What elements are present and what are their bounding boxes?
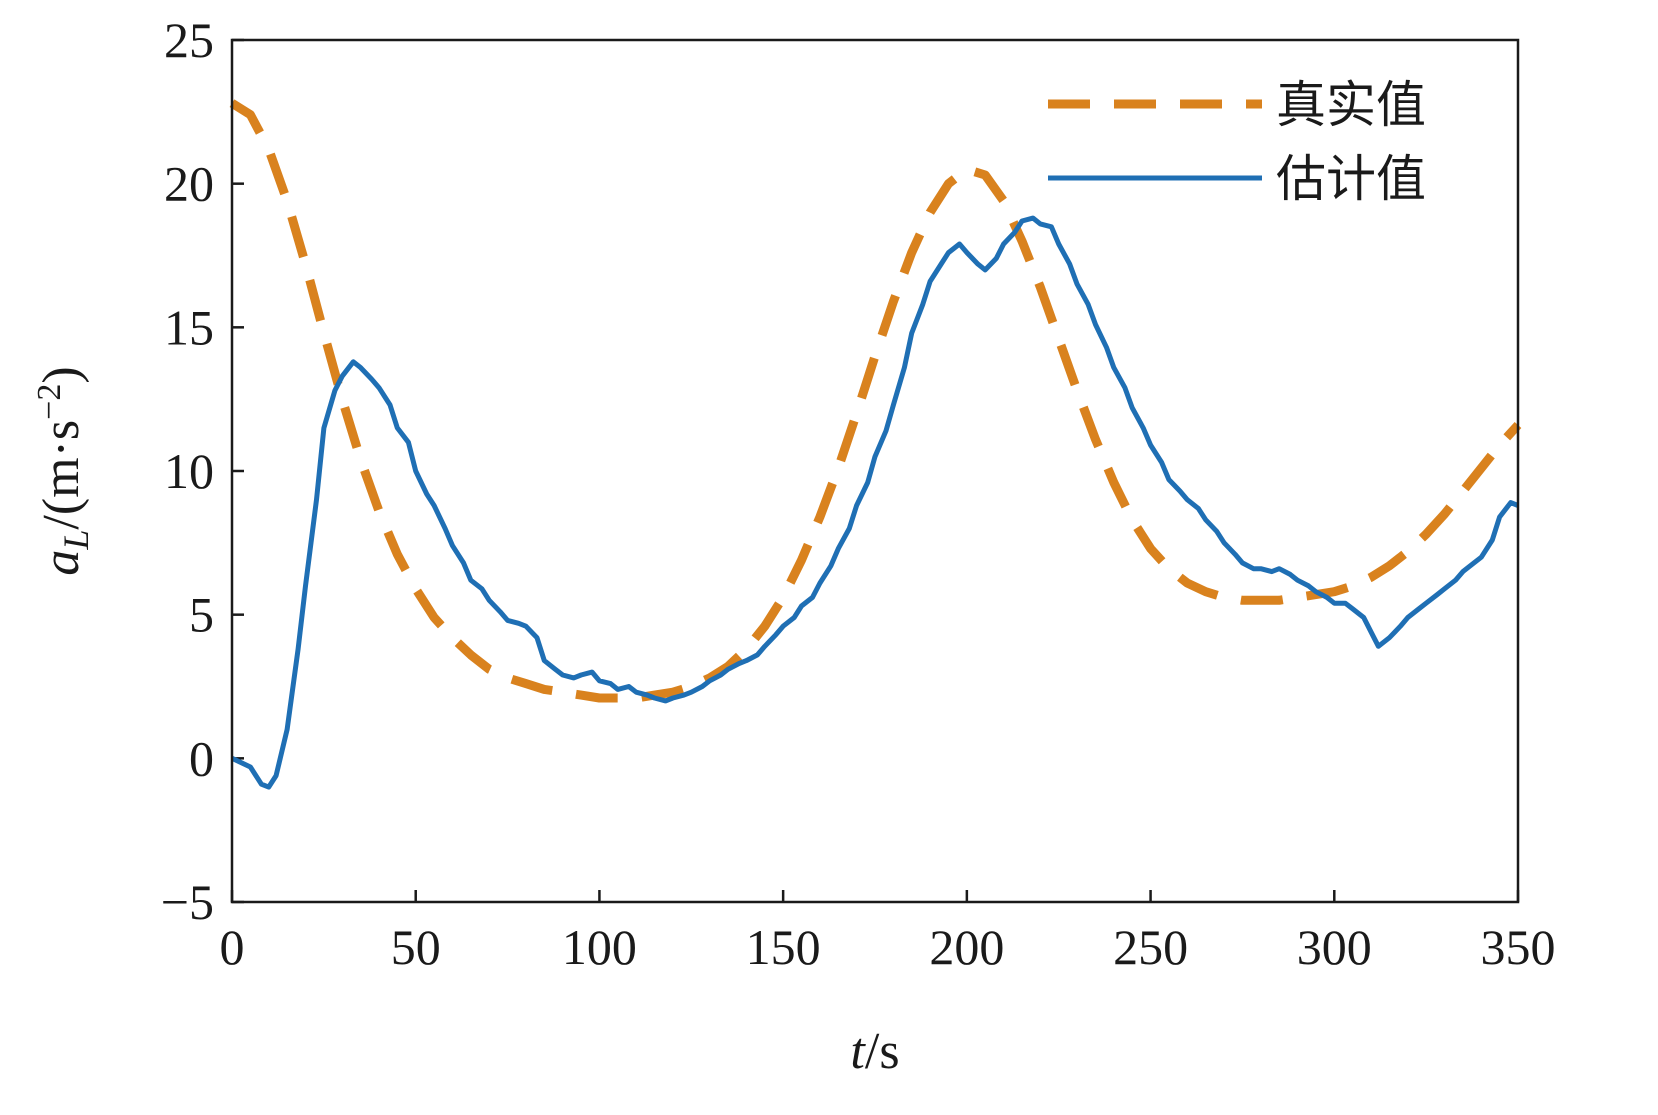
x-tick-label: 200 [929, 919, 1004, 975]
y-tick-label: 15 [164, 299, 214, 355]
y-tick-label: 25 [164, 12, 214, 68]
y-axis-exponent: −2 [31, 384, 68, 420]
legend: 真实值 估计值 [1048, 76, 1426, 208]
x-tick-label: 250 [1113, 919, 1188, 975]
x-tick-label: 300 [1297, 919, 1372, 975]
x-axis-ticks: 0 50 100 150 200 250 300 350 [220, 890, 1556, 975]
x-tick-label: 50 [391, 919, 441, 975]
y-axis-unit: /(m·s [33, 420, 90, 530]
x-axis-unit: /s [865, 1023, 900, 1080]
y-tick-label: 10 [164, 443, 214, 499]
y-tick-label: 20 [164, 156, 214, 212]
y-tick-label: 5 [189, 587, 214, 643]
y-axis-ticks: 25 20 15 10 5 0 −5 [161, 12, 244, 930]
y-axis-label: aL/(m·s−2) [31, 366, 96, 575]
x-tick-label: 150 [746, 919, 821, 975]
x-tick-label: 0 [220, 919, 245, 975]
legend-label-estimate: 估计值 [1276, 150, 1426, 208]
y-axis-subscript: L [56, 530, 96, 551]
plot-frame [230, 38, 1520, 904]
series-layer [229, 99, 1522, 790]
y-tick-label: 0 [189, 730, 214, 786]
y-axis-variable: a [33, 550, 90, 576]
x-tick-label: 350 [1481, 919, 1556, 975]
series-line-estimate [230, 215, 1519, 790]
y-tick-label: −5 [161, 874, 214, 930]
legend-label-true-value: 真实值 [1276, 76, 1426, 134]
x-axis-variable: t [850, 1023, 866, 1080]
x-axis-label: t/s [850, 1023, 899, 1080]
y-axis-close-paren: ) [33, 366, 90, 383]
x-tick-label: 100 [562, 919, 637, 975]
